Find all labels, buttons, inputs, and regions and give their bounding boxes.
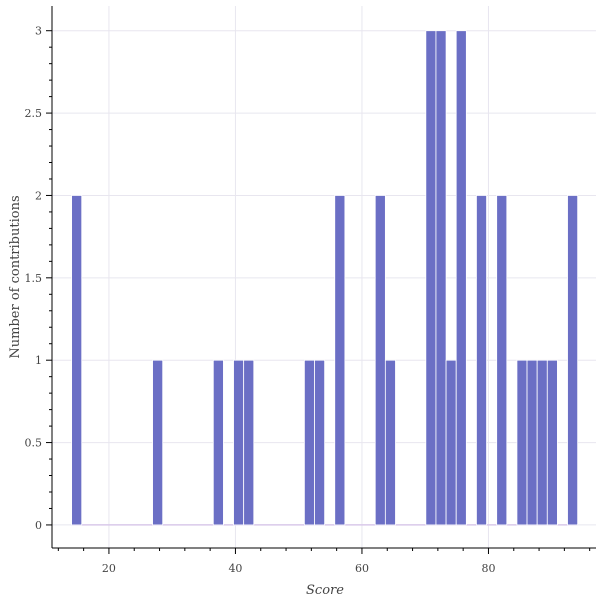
- x-tick-label: 40: [228, 562, 242, 575]
- histogram-bar: [536, 359, 548, 526]
- histogram-bar: [455, 30, 467, 526]
- y-tick-label: 2.5: [25, 107, 43, 120]
- histogram-bar: [152, 359, 164, 526]
- histogram-bar: [496, 195, 508, 526]
- histogram-bar: [314, 359, 326, 526]
- histogram-bar: [516, 359, 528, 526]
- histogram-bar: [243, 359, 255, 526]
- x-axis-title: Score: [306, 583, 344, 598]
- histogram-bar: [476, 195, 487, 526]
- histogram-bar: [425, 30, 437, 526]
- y-tick-label: 3: [35, 25, 42, 38]
- y-tick-label: 2: [35, 189, 42, 202]
- histogram-bar: [212, 359, 224, 526]
- histogram-bar: [526, 359, 538, 526]
- x-tick-label: 80: [481, 562, 495, 575]
- histogram-bar: [71, 195, 83, 526]
- bars: [71, 30, 579, 526]
- y-tick-label: 1: [35, 354, 42, 367]
- y-tick-label: 1.5: [25, 272, 43, 285]
- x-tick-label: 60: [355, 562, 369, 575]
- ticks: 0 0.5 1 1.5 2 2.5 3 20 40 60 80: [25, 25, 591, 575]
- histogram-bar: [445, 359, 457, 526]
- histogram-bar: [435, 30, 447, 526]
- y-tick-label: 0: [35, 519, 42, 532]
- histogram-bar: [233, 359, 245, 526]
- histogram-bar: [384, 359, 396, 526]
- histogram-bar: [374, 195, 386, 526]
- histogram-bar: [567, 195, 579, 526]
- y-axis-title: Number of contributions: [8, 195, 23, 358]
- histogram-bar: [546, 359, 558, 526]
- y-tick-label: 0.5: [25, 437, 43, 450]
- histogram-bar: [303, 359, 315, 526]
- x-tick-label: 20: [102, 562, 116, 575]
- histogram-bar: [334, 195, 346, 526]
